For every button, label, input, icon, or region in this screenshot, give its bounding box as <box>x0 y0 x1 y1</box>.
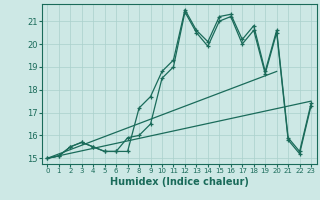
X-axis label: Humidex (Indice chaleur): Humidex (Indice chaleur) <box>110 177 249 187</box>
